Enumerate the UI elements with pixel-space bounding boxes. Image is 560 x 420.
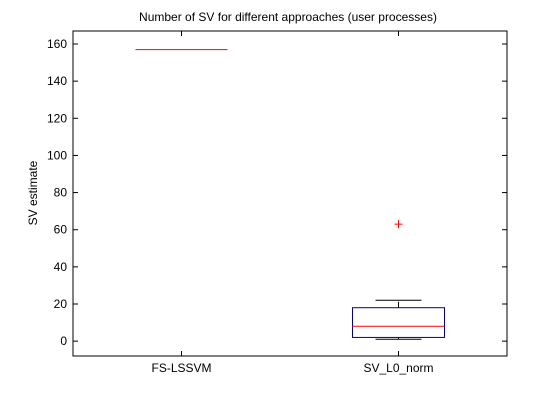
y-tick-label: 100 <box>47 148 67 162</box>
box-iqr <box>352 307 445 338</box>
outlier-marker <box>394 220 403 229</box>
chart-title: Number of SV for different approaches (u… <box>139 10 437 24</box>
y-tick-label: 160 <box>47 37 67 51</box>
y-axis: 0 20 40 60 80 100 120 140 160 <box>47 37 507 348</box>
box-plot-sv-l0-norm <box>352 220 445 340</box>
y-tick-label: 80 <box>54 186 68 200</box>
box-plots <box>135 49 445 340</box>
y-tick-label: 140 <box>47 74 67 88</box>
y-tick-label: 40 <box>54 260 68 274</box>
x-tick-label: FS-LSSVM <box>151 361 211 375</box>
y-axis-label: SV estimate <box>26 160 40 225</box>
x-tick-label: SV_L0_norm <box>363 361 433 375</box>
y-tick-label: 20 <box>54 297 68 311</box>
y-tick-label: 120 <box>47 111 67 125</box>
y-tick-label: 0 <box>60 334 67 348</box>
y-tick-label: 60 <box>54 223 68 237</box>
x-axis: FS-LSSVM SV_L0_norm <box>151 31 434 375</box>
plot-area <box>72 30 508 357</box>
